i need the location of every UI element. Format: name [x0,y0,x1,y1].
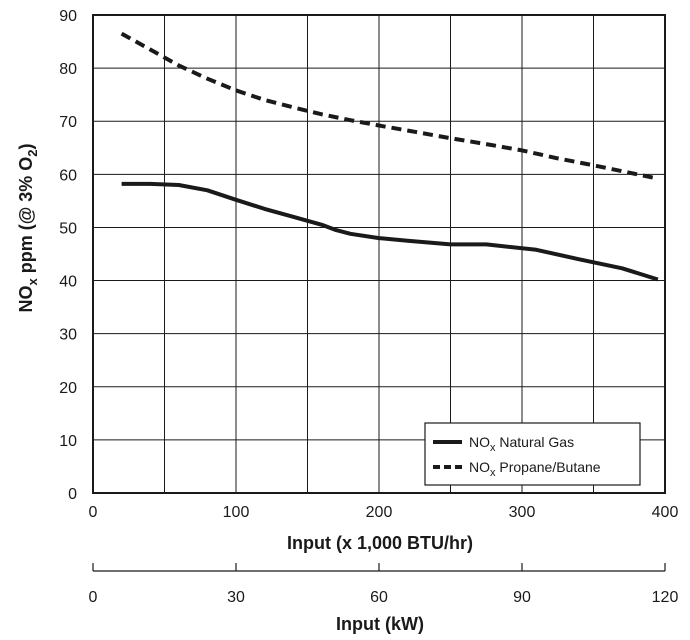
y-axis-title: NOx ppm (@ 3% O2) [16,143,40,312]
x-tick-label: 200 [366,504,393,521]
y-tick-label: 50 [59,220,77,237]
secondary-tick-label: 30 [227,589,245,606]
x-axis-title: Input (x 1,000 BTU/hr) [287,533,473,553]
y-tick-label: 30 [59,327,77,344]
series-propane-butane-line [120,31,659,181]
y-tick-label: 0 [68,486,77,503]
y-tick-label: 70 [59,114,77,131]
secondary-tick-label: 60 [370,589,388,606]
secondary-kw-axis: 0 30 60 90 120 Input (kW) [89,563,679,634]
grid-lines [92,14,666,494]
series-natural-gas-line [121,181,659,282]
x-tick-label: 400 [652,504,679,521]
secondary-tick-label: 120 [652,589,679,606]
x-tick-label: 0 [89,504,98,521]
legend: NOx Natural Gas NOx Propane/Butane [424,422,641,486]
y-tick-label: 20 [59,380,77,397]
y-tick-label: 80 [59,61,77,78]
x-tick-labels: 0 100 200 300 400 [89,504,679,521]
plot-frame [92,14,666,494]
legend-box [424,422,641,486]
series-lines [120,31,659,282]
legend-label-natural-gas: NOx Natural Gas [469,434,574,454]
secondary-tick-label: 90 [513,589,531,606]
y-tick-labels: 0 10 20 30 40 50 60 70 80 90 [59,8,77,503]
secondary-tick-label: 0 [89,589,98,606]
secondary-axis-title: Input (kW) [336,614,424,634]
x-tick-label: 100 [223,504,250,521]
secondary-axis-ticks: 0 30 60 90 120 [89,563,679,606]
x-tick-label: 300 [509,504,536,521]
legend-label-propane-butane: NOx Propane/Butane [469,459,601,479]
y-tick-label: 40 [59,274,77,291]
y-tick-label: 90 [59,8,77,25]
y-tick-label: 60 [59,167,77,184]
y-tick-label: 10 [59,433,77,450]
